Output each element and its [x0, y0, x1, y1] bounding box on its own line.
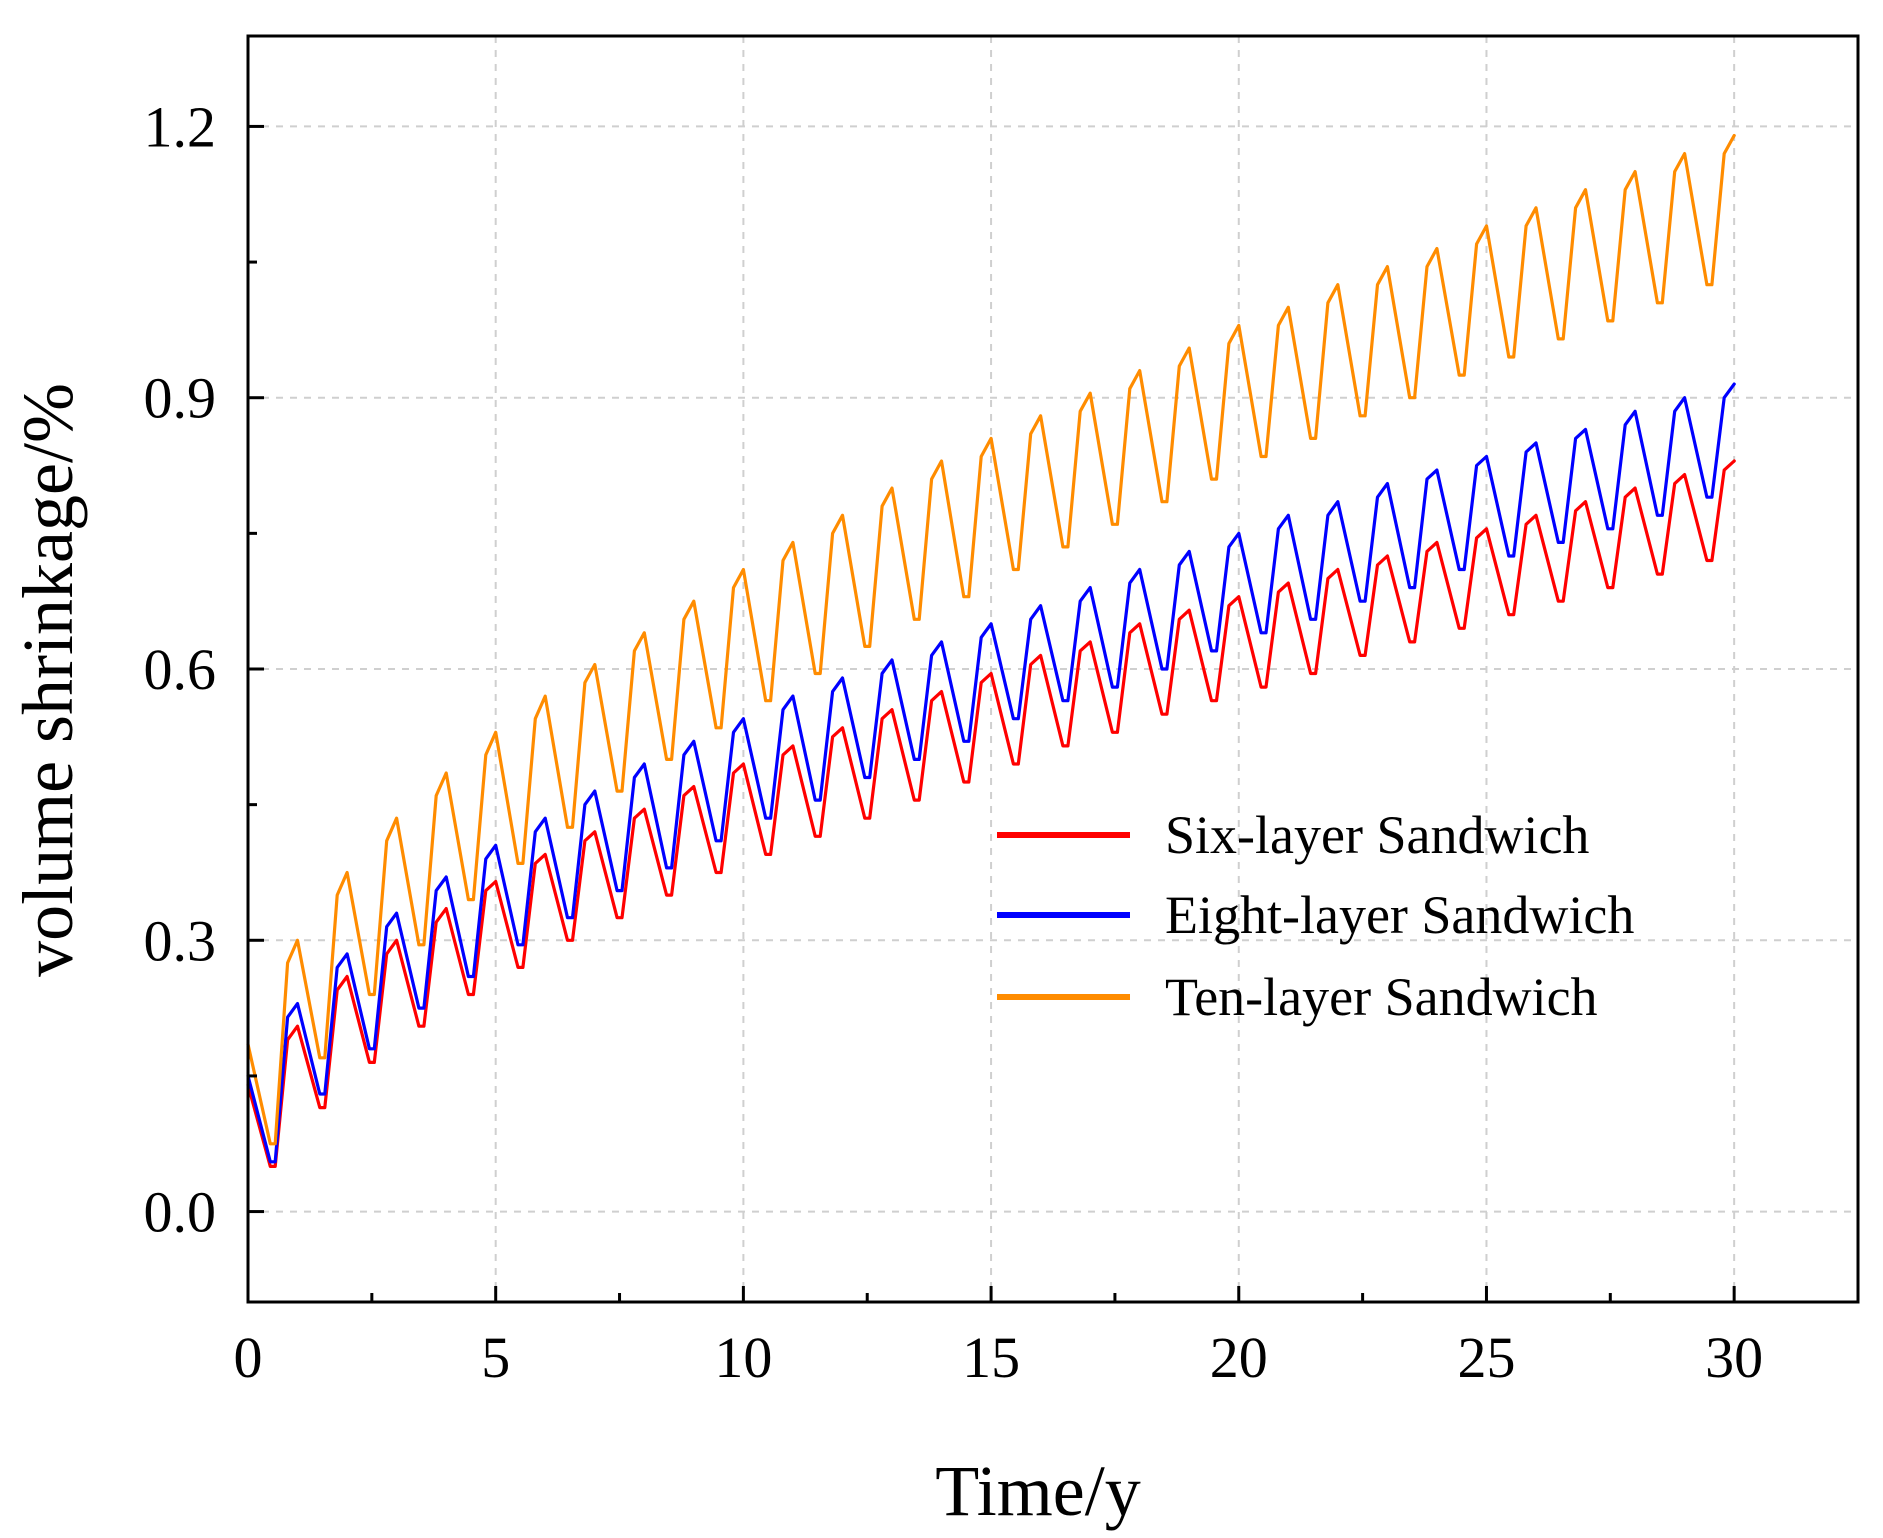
x-tick-label-0: 0 — [234, 1325, 263, 1390]
y-tick-label-0-3: 0.3 — [144, 908, 217, 973]
legend-label-eight-layer: Eight-layer Sandwich — [1165, 885, 1634, 945]
x-tick-label-25: 25 — [1457, 1325, 1515, 1390]
legend-item-six-layer: Six-layer Sandwich — [997, 805, 1589, 865]
x-tick-label-20: 20 — [1210, 1325, 1268, 1390]
legend: Six-layer Sandwich Eight-layer Sandwich … — [997, 805, 1634, 1027]
x-axis-title: Time/y — [935, 1451, 1140, 1531]
y-axis-title: volume shrinkage/% — [8, 383, 88, 977]
x-tick-labels: 0 5 10 15 20 25 30 — [234, 1325, 1764, 1390]
axis-ticks — [246, 124, 1736, 1302]
y-tick-label-1-2: 1.2 — [144, 94, 217, 159]
legend-item-ten-layer: Ten-layer Sandwich — [997, 967, 1598, 1027]
series-line-ten-layer-sandwich — [246, 133, 1736, 1146]
legend-label-ten-layer: Ten-layer Sandwich — [1165, 967, 1598, 1027]
y-tick-label-0-0: 0.0 — [144, 1180, 217, 1245]
plot-series — [246, 133, 1736, 1169]
series-line-eight-layer-sandwich — [246, 382, 1736, 1164]
x-tick-label-30: 30 — [1705, 1325, 1763, 1390]
x-tick-label-15: 15 — [962, 1325, 1020, 1390]
series-line-six-layer-sandwich — [246, 459, 1736, 1169]
y-tick-labels: 0.0 0.3 0.6 0.9 1.2 — [144, 94, 217, 1244]
x-tick-label-5: 5 — [481, 1325, 510, 1390]
x-tick-label-10: 10 — [714, 1325, 772, 1390]
legend-label-six-layer: Six-layer Sandwich — [1165, 805, 1589, 865]
grid-lines — [248, 36, 1858, 1302]
legend-item-eight-layer: Eight-layer Sandwich — [997, 885, 1634, 945]
y-tick-label-0-6: 0.6 — [144, 637, 217, 702]
y-tick-label-0-9: 0.9 — [144, 366, 217, 431]
